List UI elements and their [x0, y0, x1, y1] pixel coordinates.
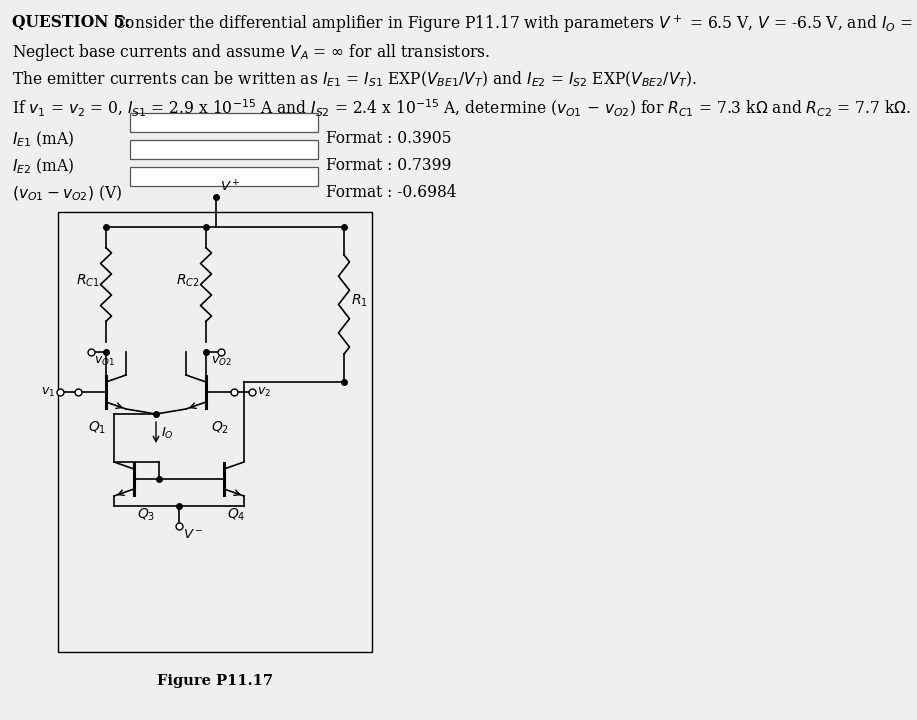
Bar	[130, 113, 318, 132]
Text: $v_1$: $v_1$	[41, 385, 55, 399]
Text: Figure P11.17: Figure P11.17	[157, 674, 273, 688]
Text: $Q_2$: $Q_2$	[211, 420, 229, 436]
Text: Format : -0.6984: Format : -0.6984	[326, 184, 457, 201]
Text: $I_{E1}$ (mA): $I_{E1}$ (mA)	[12, 130, 74, 149]
Text: Format : 0.3905: Format : 0.3905	[326, 130, 452, 147]
Text: $R_{C2}$: $R_{C2}$	[176, 272, 200, 289]
Text: $v_{O2}$: $v_{O2}$	[211, 355, 232, 368]
Bar	[130, 167, 318, 186]
Text: $Q_4$: $Q_4$	[227, 507, 246, 523]
Text: $V^+$: $V^+$	[220, 180, 240, 195]
Text: The emitter currents can be written as $I_{E1}$ = $I_{S1}$ EXP($V_{BE1}/V_T$) an: The emitter currents can be written as $…	[12, 70, 698, 89]
Text: $v_{O1}$: $v_{O1}$	[94, 355, 115, 368]
Text: $I_{E2}$ (mA): $I_{E2}$ (mA)	[12, 157, 74, 176]
Text: Format : 0.7399: Format : 0.7399	[326, 157, 451, 174]
Text: Neglect base currents and assume $V_A$ = $\infty$ for all transistors.: Neglect base currents and assume $V_A$ =…	[12, 42, 491, 63]
Text: $R_{C1}$: $R_{C1}$	[76, 272, 100, 289]
Bar	[58, 212, 372, 652]
Text: If $v_1$ = $v_2$ = 0, $I_{S1}$ = 2.9 x 10$^{-15}$ A and $I_{S2}$ = 2.4 x 10$^{-1: If $v_1$ = $v_2$ = 0, $I_{S1}$ = 2.9 x 1…	[12, 98, 911, 119]
Text: $Q_1$: $Q_1$	[88, 420, 106, 436]
Text: $R_1$: $R_1$	[351, 292, 368, 309]
Text: $(v_{O1} - v_{O2})$ (V): $(v_{O1} - v_{O2})$ (V)	[12, 184, 122, 203]
Text: $Q_3$: $Q_3$	[137, 507, 155, 523]
Text: QUESTION 5:: QUESTION 5:	[12, 14, 130, 31]
Text: $I_O$: $I_O$	[161, 426, 174, 441]
Text: $V^-$: $V^-$	[183, 528, 204, 541]
Text: $v_2$: $v_2$	[257, 385, 271, 399]
Bar	[130, 140, 318, 159]
Text: Consider the differential amplifier in Figure P11.17 with parameters $V^+$ = 6.5: Consider the differential amplifier in F…	[113, 14, 917, 35]
